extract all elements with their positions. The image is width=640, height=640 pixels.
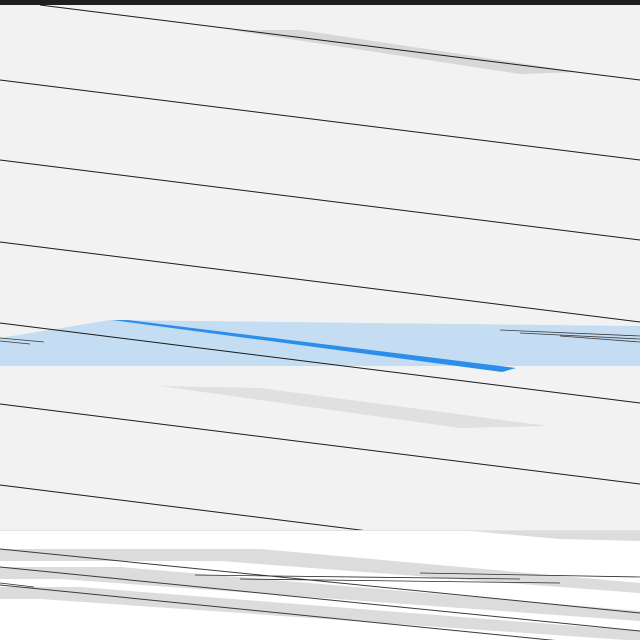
- footer-glyph-noise: [0, 572, 640, 588]
- status-panel-canvas: [0, 531, 640, 640]
- window-titlebar: [0, 0, 640, 5]
- row-shadow-top: [230, 30, 580, 74]
- row-divider: [0, 79, 640, 161]
- footer-stripes: [0, 531, 640, 640]
- row-divider: [0, 322, 640, 404]
- row-divider: [0, 403, 640, 485]
- selection-accent-bar: [112, 320, 516, 372]
- row-divider: [0, 241, 640, 323]
- row-divider: [39, 4, 640, 81]
- row-dividers: [0, 4, 640, 566]
- status-panel: [0, 530, 640, 640]
- footer-lines: [0, 548, 640, 640]
- row-glyph-noise: [0, 329, 640, 345]
- row-divider: [0, 159, 640, 241]
- selected-row-highlight[interactable]: [0, 320, 640, 366]
- row-shadow-middle: [160, 386, 548, 428]
